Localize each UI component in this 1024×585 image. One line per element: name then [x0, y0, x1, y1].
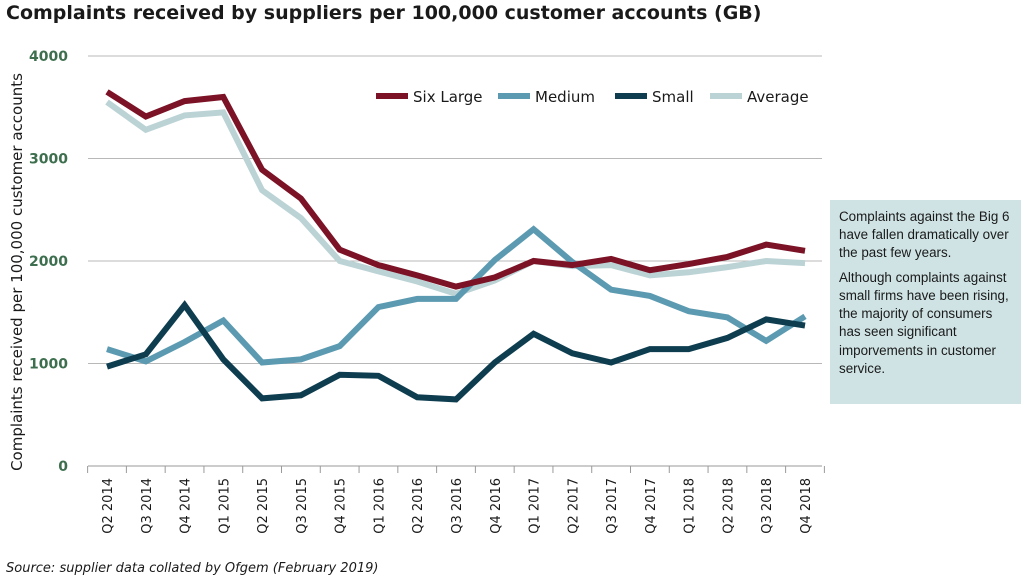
- x-tick-label: Q3 2017: [605, 478, 620, 534]
- x-tick-label: Q3 2016: [450, 478, 465, 534]
- legend: Six Large Medium Small Average: [376, 88, 809, 106]
- x-axis-ticks: Q2 2014 Q3 2014 Q4 2014 Q1 2015 Q2 2015 Q3 20…: [101, 478, 814, 534]
- x-tick-label: Q1 2017: [528, 478, 543, 534]
- x-tick-label: Q2 2016: [411, 478, 426, 534]
- y-tick-label-4000: 4000: [29, 49, 68, 65]
- series-line-medium: [106, 225, 807, 366]
- legend-label: Small: [652, 88, 694, 106]
- x-tick-label: Q1 2016: [372, 478, 387, 534]
- y-tick-label-2000: 2000: [29, 254, 68, 270]
- x-tick-label: Q4 2016: [489, 478, 504, 534]
- x-tick-label: Q3 2018: [760, 478, 775, 534]
- x-tick-label: Q2 2017: [566, 478, 581, 534]
- x-tick-label: Q1 2018: [683, 478, 698, 534]
- x-tick-label: Q1 2015: [217, 478, 232, 534]
- y-tick-label-3000: 3000: [29, 152, 68, 168]
- y-axis-ticks: 0 1000 2000 3000 4000: [29, 49, 68, 475]
- grid-lines: [88, 55, 822, 364]
- x-tick-label: Q4 2015: [334, 478, 349, 534]
- x-tick-label: Q4 2017: [644, 478, 659, 534]
- series-line-average: [105, 99, 806, 297]
- series-lines: [105, 89, 807, 403]
- x-tick-label: Q2 2014: [101, 478, 116, 534]
- series-line-six-large: [105, 89, 806, 290]
- x-tick-label: Q3 2015: [295, 478, 310, 534]
- y-tick-label-0: 0: [58, 459, 68, 475]
- x-tick-label: Q3 2014: [140, 478, 155, 534]
- annotation-box: Complaints against the Big 6 have fallen…: [830, 200, 1021, 404]
- y-tick-label-1000: 1000: [29, 357, 68, 373]
- x-tick-label: Q4 2018: [799, 478, 814, 534]
- x-tick-label: Q2 2018: [721, 478, 736, 534]
- x-axis: [87, 465, 825, 473]
- annotation-paragraph-2: Although complaints against small firms …: [839, 269, 1009, 376]
- legend-label: Average: [747, 88, 809, 106]
- source-note: Source: supplier data collated by Ofgem …: [6, 561, 379, 576]
- annotation-paragraph-1: Complaints against the Big 6 have fallen…: [839, 209, 1010, 261]
- x-tick-label: Q4 2014: [179, 478, 194, 534]
- series-line-small: [106, 300, 806, 403]
- legend-label: Six Large: [413, 88, 483, 106]
- x-tick-label: Q2 2015: [256, 478, 271, 534]
- y-axis-label: Complaints received per 100,000 customer…: [8, 73, 26, 471]
- chart-title: Complaints received by suppliers per 100…: [6, 2, 762, 24]
- legend-label: Medium: [535, 88, 595, 106]
